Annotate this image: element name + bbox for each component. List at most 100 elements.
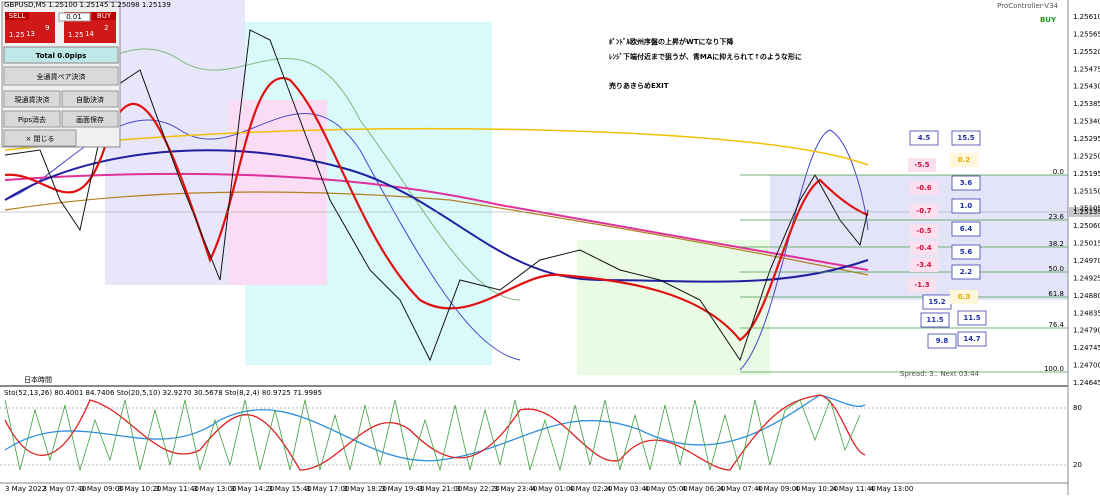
time-label: 3 May 17:00 [306, 485, 350, 493]
indicator-label: Sto(52,13,26) 80.4001 84.7406 Sto(20,5,1… [4, 389, 322, 397]
price-label: 1.25150 [1073, 187, 1100, 195]
time-label: 3 May 18:20 [343, 485, 387, 493]
close-button[interactable]: × 閉じる [25, 135, 54, 143]
value-label: -0.5 [916, 227, 931, 235]
value-box [927, 333, 957, 349]
annotation: 売りあきらめEXIT [609, 81, 669, 90]
sell-pips: 13 [26, 30, 35, 38]
value-box [909, 130, 939, 146]
buy-pips: 14 [85, 30, 94, 38]
fib-label: 38.2 [1048, 240, 1064, 248]
stoch-level: 20 [1073, 461, 1082, 469]
price-label: 1.25385 [1073, 100, 1100, 108]
time-label: 3 May 13:00 [193, 485, 237, 493]
value-label: 4.5 [918, 134, 931, 142]
price-label: 1.24790 [1073, 327, 1100, 335]
price-label: 1.24880 [1073, 292, 1100, 300]
annotation: ﾎﾟﾝﾄﾞﾙ欧州序盤の上昇がWTになり下降 [609, 37, 734, 46]
value-label: 0.2 [958, 156, 971, 164]
value-box [908, 158, 936, 172]
value-label: 0.3 [958, 293, 971, 301]
value-box [951, 130, 981, 146]
time-label: 4 May 13:00 [870, 485, 914, 493]
price-label: 1.25565 [1073, 30, 1100, 38]
value-box [951, 264, 981, 280]
price-label: 1.24970 [1073, 257, 1100, 265]
price-label: 1.25610 [1073, 13, 1100, 21]
sell-button[interactable]: SELL [9, 12, 26, 20]
fib-label: 0.0 [1053, 168, 1064, 176]
lot-input[interactable]: 0.01 [66, 13, 82, 21]
price-label: 1.24835 [1073, 309, 1100, 317]
buy-button[interactable]: BUY [97, 12, 112, 20]
time-label: 3 May 07:40 [43, 485, 87, 493]
price-label: 1.25250 [1073, 152, 1100, 160]
value-label: -1.3 [914, 281, 929, 289]
fib-label: 23.6 [1048, 213, 1064, 221]
price-label: 1.25015 [1073, 240, 1100, 248]
value-label: 2.2 [960, 268, 973, 276]
total-pips: Total 0.0pips [36, 52, 87, 60]
sell-price: 1.25 [9, 31, 25, 39]
value-box [910, 258, 938, 272]
fib-label: 76.4 [1048, 321, 1064, 329]
stoch-level: 80 [1073, 404, 1082, 412]
price-label: 1.24700 [1073, 362, 1100, 370]
time-label: 3 May 10:20 [118, 485, 162, 493]
price-label: 1.25105 [1073, 205, 1100, 213]
time-label: 3 May 11:40 [155, 485, 199, 493]
value-box [951, 175, 981, 191]
sell-frac: 9 [45, 24, 49, 32]
value-label: 3.6 [960, 179, 973, 187]
value-label: 6.4 [960, 225, 973, 233]
time-label: 4 May 05:00 [644, 485, 688, 493]
signal: BUY [1040, 16, 1057, 24]
close-current-button[interactable]: 現通貨決済 [15, 95, 50, 104]
time-label: 4 May 09:00 [757, 485, 801, 493]
time-label: 3 May 15:40 [268, 485, 312, 493]
price-label: 1.25430 [1073, 83, 1100, 91]
value-box [957, 310, 987, 326]
time-label: 4 May 10:20 [795, 485, 839, 493]
time-label: 3 May 14:20 [231, 485, 275, 493]
value-label: -5.5 [914, 161, 929, 169]
value-label: 14.7 [963, 335, 980, 343]
price-label: 1.24745 [1073, 344, 1100, 352]
value-box [910, 204, 938, 218]
value-box [951, 198, 981, 214]
price-label: 1.25520 [1073, 48, 1100, 56]
value-label: 9.8 [936, 337, 949, 345]
current-price: 1.25139 [1073, 208, 1100, 216]
annotation: ﾚﾝｼﾞ下端付近まで狙うが、青MAに抑えられて↑のような形に [609, 52, 802, 61]
tool-name: ProController-V34 [997, 2, 1058, 10]
time-label: 4 May 11:40 [832, 485, 876, 493]
save-screen-button[interactable]: 画面保存 [76, 115, 104, 124]
time-label: 3 May 09:00 [80, 485, 124, 493]
time-label: 4 May 07:40 [719, 485, 763, 493]
value-box [908, 278, 936, 292]
time-label: 3 May 21:00 [419, 485, 463, 493]
time-label: 3 May 23:40 [494, 485, 538, 493]
value-label: 11.5 [963, 314, 980, 322]
price-label: 1.24645 [1073, 379, 1100, 387]
auto-close-button[interactable]: 自動決済 [76, 95, 104, 104]
buy-price: 1.25 [68, 31, 84, 39]
close-all-button[interactable]: 全通貨ペア決済 [37, 72, 86, 81]
pips-clear-button[interactable]: Pips消去 [18, 115, 46, 124]
value-label: 15.2 [928, 298, 945, 306]
fib-label: 100.0 [1044, 365, 1064, 373]
value-box [910, 241, 938, 255]
value-label: 1.0 [960, 202, 973, 210]
value-box [910, 224, 938, 238]
value-label: -0.6 [916, 184, 931, 192]
buy-frac: 2 [104, 24, 108, 32]
value-box [920, 312, 950, 328]
time-label: 3 May 2022 [5, 485, 46, 493]
value-label: 5.6 [960, 248, 973, 256]
price-label: 1.25060 [1073, 222, 1100, 230]
fib-label: 50.0 [1048, 265, 1064, 273]
time-label: 4 May 03:40 [607, 485, 651, 493]
spread-info: Spread: 3.. Next 03:44 [900, 370, 980, 378]
value-label: 11.5 [926, 316, 943, 324]
value-box [957, 331, 987, 347]
